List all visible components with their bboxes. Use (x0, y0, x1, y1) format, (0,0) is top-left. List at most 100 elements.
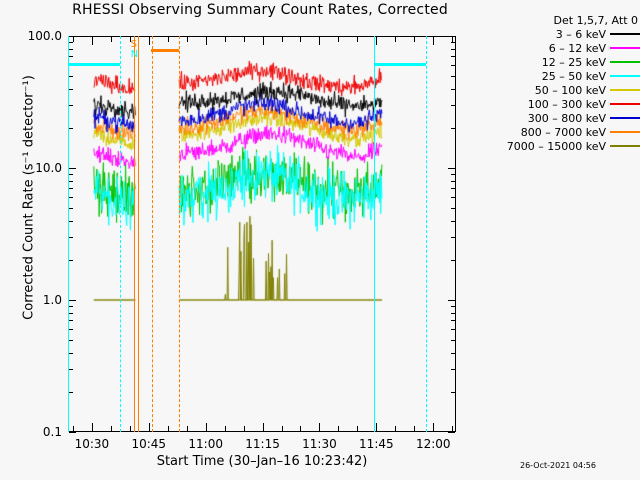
x-tick-label: 11:00 (188, 437, 223, 451)
axis-tick (451, 128, 455, 129)
axis-tick (451, 329, 455, 330)
axis-tick (319, 423, 320, 431)
render-timestamp: 26-Oct-2021 04:56 (520, 461, 596, 470)
legend-item-label: 300 – 800 keV (527, 111, 606, 125)
legend-item[interactable]: 7000 – 15000 keV (470, 139, 640, 153)
y-tick-label: 1.0 (42, 293, 62, 307)
x-tick-label: 11:45 (359, 437, 394, 451)
axis-tick (69, 188, 73, 189)
legend-color-swatch (610, 131, 640, 133)
axis-tick (451, 392, 455, 393)
axis-tick (130, 426, 131, 431)
axis-tick (69, 260, 73, 261)
legend-header: Det 1,5,7, Att 0 (553, 14, 638, 27)
axis-tick (69, 49, 73, 50)
legend-color-swatch (610, 47, 640, 49)
legend-item[interactable]: 25 – 50 keV (470, 69, 640, 83)
night-label: N (130, 49, 139, 60)
axis-tick (282, 426, 283, 431)
saa-boundary-dashed (179, 36, 181, 432)
axis-tick (69, 181, 73, 182)
axis-tick (130, 37, 131, 42)
axis-tick (433, 37, 434, 45)
axis-tick (206, 423, 207, 431)
night-interval-bar (69, 63, 121, 67)
axis-tick (69, 306, 73, 307)
axis-tick (395, 37, 396, 42)
axis-tick (69, 42, 73, 43)
x-tick-label: 11:15 (245, 437, 280, 451)
axis-tick (149, 37, 150, 45)
legend-item[interactable]: 6 – 12 keV (470, 41, 640, 55)
axis-tick (282, 37, 283, 42)
legend-item[interactable]: 50 – 100 keV (470, 83, 640, 97)
axis-tick (69, 369, 73, 370)
axis-tick (69, 197, 73, 198)
axis-tick (263, 37, 264, 45)
axis-tick (187, 426, 188, 431)
night-boundary-line (374, 36, 376, 432)
axis-tick (69, 56, 73, 57)
legend-color-swatch (610, 89, 640, 91)
axis-tick (319, 37, 320, 45)
night-boundary-line (68, 36, 69, 432)
axis-tick (451, 208, 455, 209)
axis-tick (244, 426, 245, 431)
axis-tick (263, 423, 264, 431)
legend-color-swatch (610, 33, 640, 35)
x-tick-label: 11:30 (302, 437, 337, 451)
legend-item-label: 50 – 100 keV (534, 83, 606, 97)
axis-tick (69, 353, 73, 354)
saa-boundary-line (133, 36, 135, 432)
legend-item-label: 800 – 7000 keV (520, 125, 606, 139)
x-tick-label: 10:45 (131, 437, 167, 451)
axis-tick (395, 426, 396, 431)
legend-color-swatch (610, 103, 640, 105)
axis-tick (451, 369, 455, 370)
legend-item[interactable]: 100 – 300 keV (470, 97, 640, 111)
axis-tick (451, 221, 455, 222)
axis-tick (69, 105, 73, 106)
axis-tick (69, 392, 73, 393)
axis-tick (451, 105, 455, 106)
saa-boundary-line (138, 36, 140, 432)
axis-tick (168, 37, 169, 42)
x-tick-label: 12:00 (415, 437, 451, 451)
legend-item[interactable]: 800 – 7000 keV (470, 125, 640, 139)
axis-tick (451, 237, 455, 238)
night-boundary-dashed (120, 36, 122, 432)
legend-rows: 3 – 6 keV 6 – 12 keV 12 – 25 keV 25 – 50 ke… (470, 27, 640, 153)
legend-item-label: 12 – 25 keV (541, 55, 606, 69)
axis-tick (300, 37, 301, 42)
legend-item[interactable]: 3 – 6 keV (470, 27, 640, 41)
axis-tick (451, 188, 455, 189)
legend-color-swatch (610, 145, 640, 147)
axis-tick (451, 42, 455, 43)
axis-tick (451, 65, 455, 66)
axis-tick (448, 168, 455, 169)
axis-tick (206, 37, 207, 45)
legend-item-label: 7000 – 15000 keV (506, 139, 606, 153)
axis-tick (414, 37, 415, 42)
axis-tick (69, 300, 76, 301)
legend-item[interactable]: 12 – 25 keV (470, 55, 640, 69)
axis-tick (448, 432, 455, 433)
night-boundary-dashed (425, 36, 427, 432)
legend-item[interactable]: 300 – 800 keV (470, 111, 640, 125)
axis-tick (225, 426, 226, 431)
legend-item-label: 25 – 50 keV (541, 69, 606, 83)
axis-tick (451, 181, 455, 182)
axis-tick (69, 36, 76, 37)
axis-tick (452, 37, 453, 42)
axis-tick (168, 426, 169, 431)
axis-tick (451, 56, 455, 57)
axis-tick (451, 89, 455, 90)
axis-tick (69, 432, 76, 433)
axis-tick (376, 37, 377, 45)
axis-tick (69, 174, 73, 175)
axis-tick (451, 197, 455, 198)
axis-tick (69, 237, 73, 238)
axis-tick (187, 37, 188, 42)
legend-item-label: 3 – 6 keV (555, 27, 606, 41)
axis-tick (149, 423, 150, 431)
